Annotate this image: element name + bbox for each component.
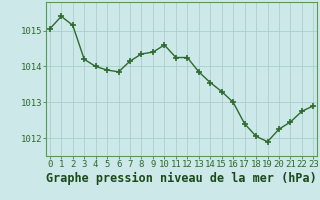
X-axis label: Graphe pression niveau de la mer (hPa): Graphe pression niveau de la mer (hPa) bbox=[46, 172, 317, 185]
